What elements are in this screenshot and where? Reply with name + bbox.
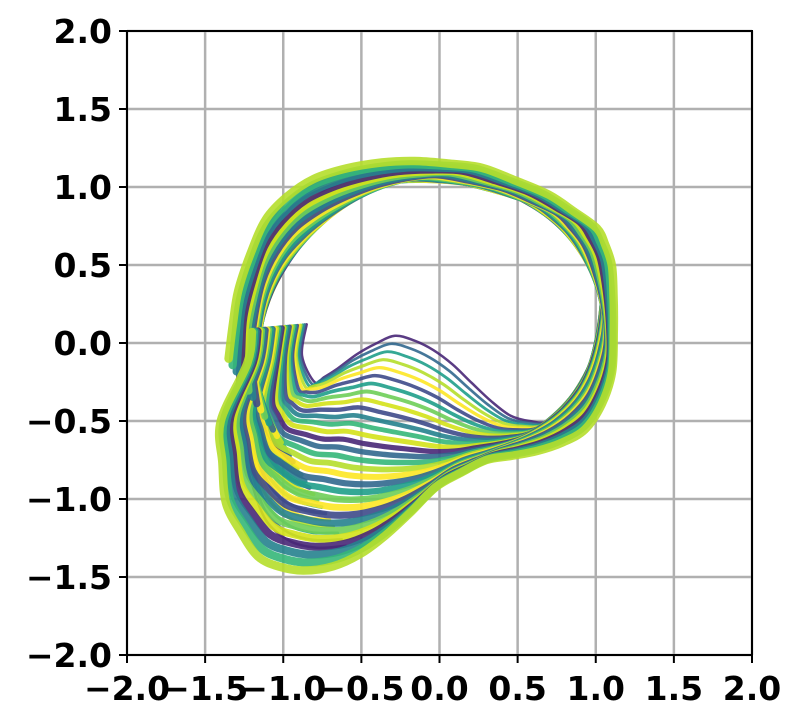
trajectories (214, 156, 619, 575)
y-tick-label: 2.0 (54, 12, 112, 51)
y-tick-label: 1.5 (54, 90, 112, 129)
y-tick-label: 1.0 (54, 168, 112, 207)
y-tick-label: −2.0 (26, 636, 112, 675)
y-tick-labels: 2.0 1.5 1.0 0.5 0.0 −0.5 −1.0 −1.5 −2.0 (26, 12, 112, 675)
x-tick-label: −2.0 (84, 669, 170, 708)
y-tick-label: −1.5 (26, 558, 112, 597)
y-tick-label: 0.5 (54, 246, 112, 285)
x-tick-label: 2.0 (723, 669, 781, 708)
x-tick-label: −1.5 (162, 669, 248, 708)
trajectory-line (214, 156, 619, 575)
grid (125, 29, 754, 657)
y-tick-label: −0.5 (26, 402, 112, 441)
x-tick-label: 1.5 (645, 669, 703, 708)
x-tick-label: 0.0 (410, 669, 468, 708)
tick-marks (119, 30, 753, 663)
x-tick-label: −1.0 (240, 669, 326, 708)
x-tick-label: −0.5 (318, 669, 404, 708)
x-tick-label: 1.0 (567, 669, 625, 708)
x-tick-label: 0.5 (488, 669, 546, 708)
y-tick-label: 0.0 (54, 324, 112, 363)
y-tick-label: −1.0 (26, 480, 112, 519)
x-tick-labels: −2.0−1.5−1.0−0.5 0.0 0.5 1.0 1.5 2.0 (84, 669, 781, 708)
